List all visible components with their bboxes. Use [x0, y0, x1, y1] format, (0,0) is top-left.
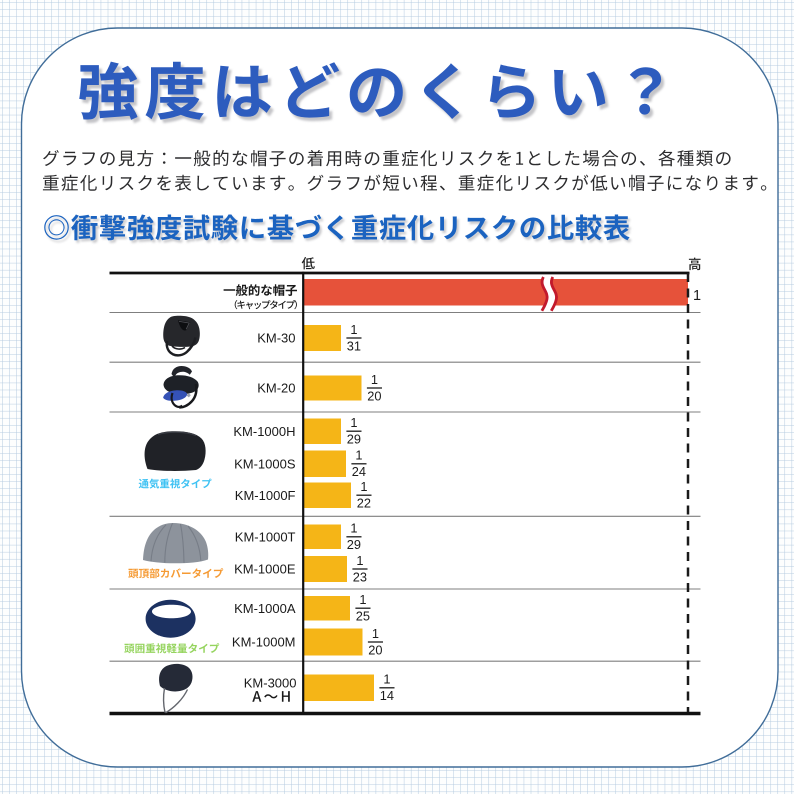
svg-text:1: 1 [355, 448, 362, 463]
svg-text:KM-30: KM-30 [257, 331, 295, 346]
svg-text:1: 1 [360, 479, 367, 494]
svg-text:1: 1 [350, 322, 357, 337]
svg-text:1: 1 [371, 372, 378, 387]
svg-text:20: 20 [367, 388, 381, 403]
svg-text:KM-3000: KM-3000 [244, 676, 297, 691]
svg-text:1: 1 [359, 592, 366, 607]
svg-text:1: 1 [350, 521, 357, 536]
svg-text:KM-1000F: KM-1000F [235, 488, 296, 503]
svg-text:24: 24 [352, 464, 366, 479]
svg-text:22: 22 [357, 496, 371, 511]
svg-text:1: 1 [372, 626, 379, 641]
svg-text:KM-20: KM-20 [257, 381, 295, 396]
svg-text:KM-1000A: KM-1000A [234, 601, 296, 616]
svg-text:KM-1000M: KM-1000M [232, 635, 296, 650]
svg-text:KM-1000T: KM-1000T [235, 529, 296, 544]
svg-text:14: 14 [380, 688, 394, 703]
svg-text:KM-1000H: KM-1000H [233, 424, 295, 439]
svg-text:31: 31 [347, 338, 361, 353]
svg-text:KM-1000E: KM-1000E [234, 562, 296, 577]
svg-text:1: 1 [350, 415, 357, 430]
svg-text:1: 1 [693, 288, 701, 304]
svg-text:23: 23 [353, 569, 367, 584]
svg-text:29: 29 [347, 432, 361, 447]
svg-text:29: 29 [347, 537, 361, 552]
svg-text:1: 1 [383, 672, 390, 687]
svg-text:1: 1 [356, 553, 363, 568]
svg-text:25: 25 [356, 609, 370, 624]
svg-text:20: 20 [368, 642, 382, 657]
svg-text:KM-1000S: KM-1000S [234, 456, 296, 471]
